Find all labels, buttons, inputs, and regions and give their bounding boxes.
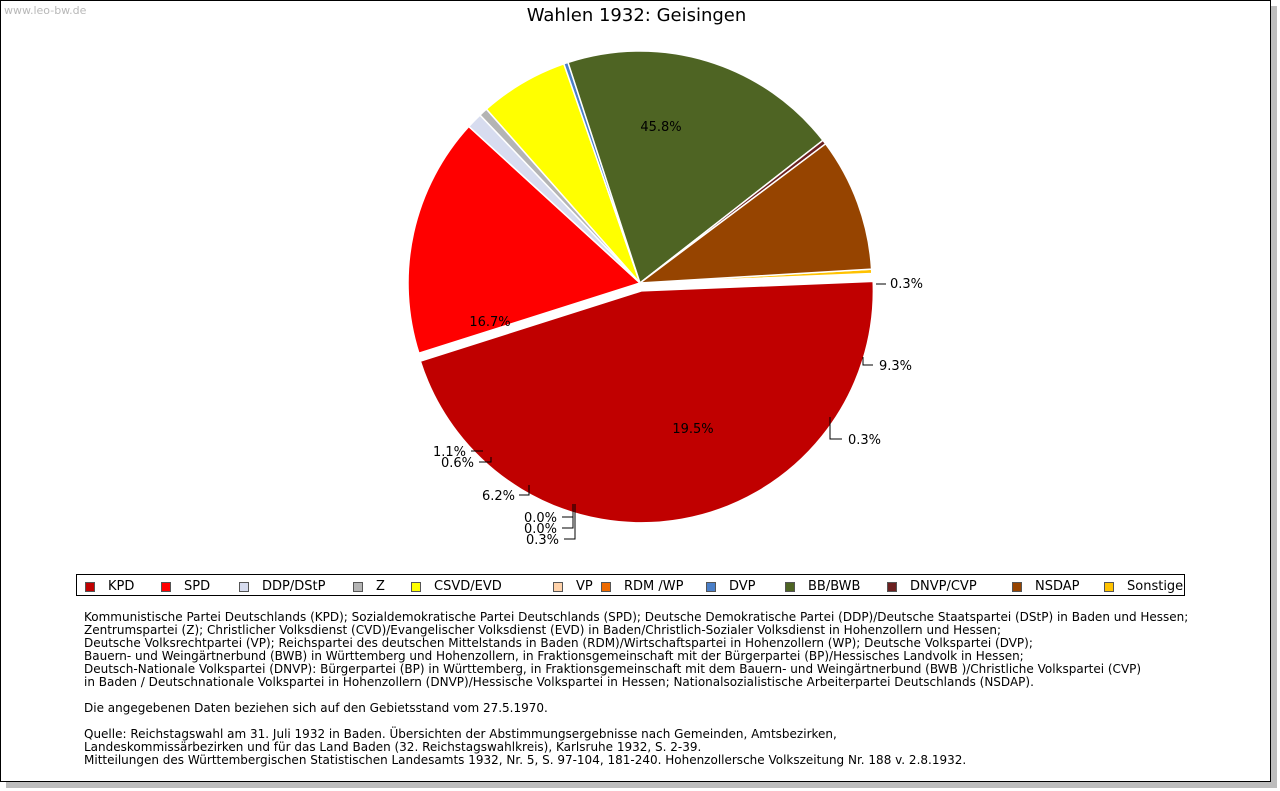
- legend-item-dnvp-cvp: DNVP/CVP: [887, 579, 977, 594]
- data-label-bb-bwb: 19.5%: [672, 422, 713, 437]
- data-label-vp: 0.0%: [524, 511, 557, 526]
- legend-item-bb-bwb: BB/BWB: [785, 579, 860, 594]
- legend-swatch: [601, 581, 611, 592]
- legend-item-nsdap: NSDAP: [1012, 579, 1080, 594]
- data-label-sonstige: 0.3%: [890, 277, 923, 292]
- data-label-spd: 16.7%: [469, 315, 510, 330]
- legend-swatch: [239, 581, 249, 592]
- legend-swatch: [1104, 581, 1114, 592]
- leader-line-z: [479, 457, 492, 463]
- data-label-csvd-evd: 6.2%: [482, 489, 515, 504]
- pie-slice-kpd: [419, 280, 875, 524]
- party-note-line: Zentrumspartei (Z); Christlicher Volksdi…: [84, 623, 1002, 637]
- data-label-dnvp-cvp: 0.3%: [848, 433, 881, 448]
- legend-label: NSDAP: [1035, 579, 1080, 594]
- legend-item-spd: SPD: [161, 579, 210, 594]
- territory-note: Die angegebenen Daten beziehen sich auf …: [84, 701, 548, 715]
- legend-label: DVP: [729, 579, 756, 594]
- legend-swatch: [161, 581, 171, 592]
- chart-title: Wahlen 1932: Geisingen: [526, 5, 747, 26]
- legend-swatch: [411, 581, 421, 592]
- footnotes: Kommunistische Partei Deutschlands (KPD)…: [84, 611, 1234, 767]
- legend-label: CSVD/EVD: [434, 579, 502, 594]
- legend-swatch: [785, 581, 795, 592]
- leader-line-dnvp-cvp: [829, 417, 842, 440]
- legend-label: BB/BWB: [808, 579, 861, 594]
- legend-item-ddp-dstp: DDP/DStP: [239, 579, 325, 594]
- pie-chart: 0.3%45.8%16.7%1.1%0.6%6.2%0.0%0.0%0.3%19…: [407, 50, 923, 548]
- data-label-rdm-wp: 0.0%: [524, 522, 557, 537]
- legend-item-z: Z: [353, 579, 385, 594]
- data-label-z: 0.6%: [441, 456, 474, 471]
- leader-line-csvd-evd: [519, 485, 530, 496]
- legend-label: VP: [576, 579, 593, 594]
- pie-slice-spd: [407, 125, 642, 355]
- legend: KPD SPD DDP/DStP Z CSVD/EVD VP RDM /WP DVP BB/BW…: [76, 574, 1185, 596]
- party-note-line: Deutsch-Nationale Volkspartei (DNVP): Bü…: [84, 662, 1142, 676]
- watermark: www.leo-bw.de: [4, 4, 87, 17]
- data-label-ddp-dstp: 1.1%: [433, 445, 466, 460]
- legend-label: Sonstige: [1127, 579, 1184, 594]
- pie-slice-bb-bwb: [567, 50, 825, 285]
- data-label-nsdap: 9.3%: [879, 359, 912, 374]
- legend-swatch: [553, 581, 563, 592]
- legend-item-rdm-wp: RDM /WP: [601, 579, 683, 594]
- legend-item-dvp: DVP: [706, 579, 756, 594]
- legend-swatch: [85, 581, 95, 592]
- party-note-line: Deutsche Volksrechtpartei (VP); Reichspa…: [84, 636, 1033, 650]
- party-note-line: Kommunistische Partei Deutschlands (KPD)…: [84, 610, 1189, 624]
- legend-item-vp: VP: [553, 579, 593, 594]
- legend-label: SPD: [184, 579, 211, 594]
- legend-swatch: [706, 581, 716, 592]
- legend-label: KPD: [108, 579, 135, 594]
- leader-line-dvp: [564, 504, 576, 540]
- legend-swatch: [1012, 581, 1022, 592]
- party-note-line: Bauern- und Weingärtnerbund (BWB) in Wür…: [84, 649, 1024, 663]
- legend-swatch: [353, 581, 363, 592]
- source-note-line: Quelle: Reichstagswahl am 31. Juli 1932 …: [84, 727, 837, 741]
- legend-label: Z: [376, 579, 385, 594]
- leader-line-rdm-wp: [562, 504, 574, 529]
- legend-label: DDP/DStP: [262, 579, 326, 594]
- legend-label: RDM /WP: [624, 579, 684, 594]
- data-label-dvp: 0.3%: [526, 533, 559, 548]
- leader-line-nsdap: [862, 357, 873, 366]
- source-note-line: Mitteilungen des Württembergischen Stati…: [84, 753, 967, 767]
- legend-swatch: [887, 581, 897, 592]
- data-label-kpd: 45.8%: [640, 120, 681, 135]
- legend-item-sonstige: Sonstige: [1104, 579, 1183, 594]
- legend-label: DNVP/CVP: [910, 579, 977, 594]
- legend-item-csvd-evd: CSVD/EVD: [411, 579, 502, 594]
- party-note-line: in Baden / Deutschnationale Volkspartei …: [84, 675, 1034, 689]
- source-note-line: Landeskommissärbezirken und für das Land…: [84, 740, 702, 754]
- legend-item-kpd: KPD: [85, 579, 134, 594]
- pie-slice-nsdap: [637, 142, 873, 284]
